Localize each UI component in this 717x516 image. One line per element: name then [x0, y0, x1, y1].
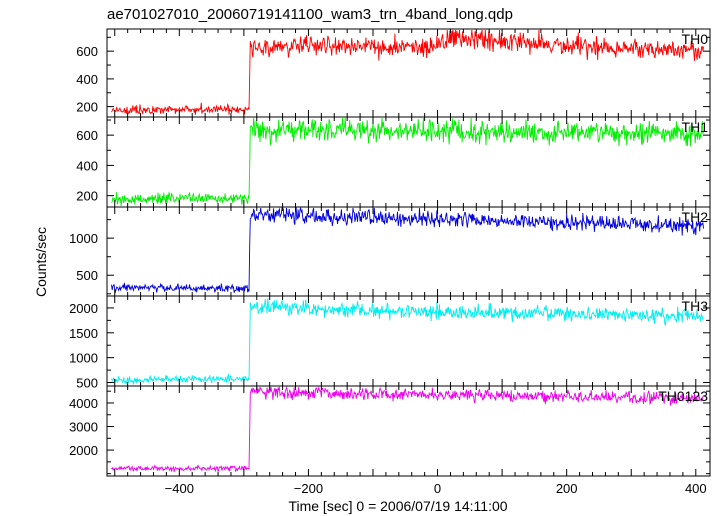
- y-tick-label: 1000: [69, 351, 98, 366]
- x-axis-label: Time [sec] 0 = 2006/07/19 14:11:00: [288, 498, 507, 514]
- panel-frame-th0: [106, 28, 711, 118]
- series-line-th0: [111, 29, 704, 115]
- series-line-th3: [111, 298, 704, 386]
- y-tick-label: 3000: [69, 420, 98, 435]
- y-tick-label: 2000: [69, 301, 98, 316]
- panel-frame-th1: [106, 116, 711, 208]
- y-tick-label: 500: [76, 376, 98, 391]
- y-tick-label: 200: [76, 189, 98, 204]
- panel-label-th0: TH0: [682, 31, 709, 47]
- x-tick-label: −200: [294, 481, 323, 496]
- series-line-th2: [111, 206, 704, 294]
- x-tick-label: 400: [685, 481, 707, 496]
- y-tick-label: 1500: [69, 326, 98, 341]
- panels-group: 200 400 600 TH0 200 400 600 TH1 500 1000 TH2 500 100…: [69, 28, 711, 496]
- x-tick-label: 200: [556, 481, 578, 496]
- y-tick-label: 200: [76, 100, 98, 115]
- panel-label-th0123: TH0123: [658, 388, 708, 404]
- y-tick-label: 400: [76, 72, 98, 87]
- panel-label-th1: TH1: [682, 119, 709, 135]
- y-tick-label: 4000: [69, 396, 98, 411]
- panel-frame-th0123: [106, 385, 711, 477]
- y-tick-label: 400: [76, 158, 98, 173]
- y-tick-label: 600: [76, 44, 98, 59]
- series-line-th1: [111, 117, 704, 207]
- x-tick-label: 0: [434, 481, 441, 496]
- x-tick-label: −400: [165, 481, 194, 496]
- y-tick-label: 500: [76, 268, 98, 283]
- y-tick-label: 600: [76, 128, 98, 143]
- y-axis-label: Counts/sec: [33, 227, 49, 297]
- series-line-th0123: [111, 385, 704, 473]
- panel-label-th2: TH2: [682, 209, 709, 225]
- panel-label-th3: TH3: [682, 298, 709, 314]
- chart-title: ae701027010_20060719141100_wam3_trn_4ban…: [107, 6, 513, 23]
- y-tick-label: 2000: [69, 443, 98, 458]
- y-tick-label: 1000: [69, 231, 98, 246]
